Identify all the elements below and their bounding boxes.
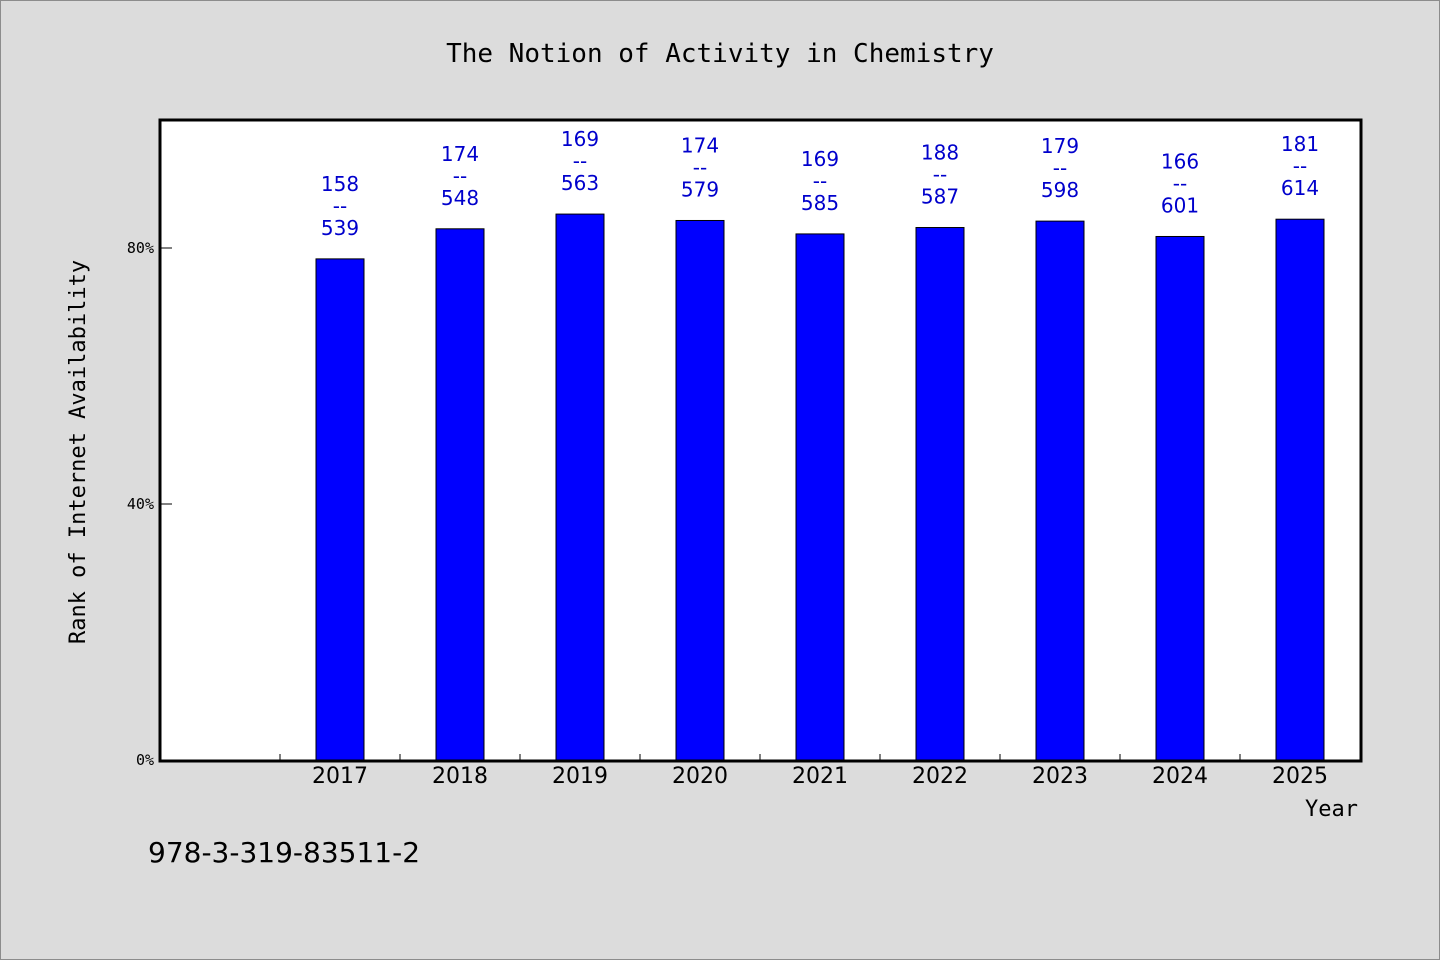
data-labels: 158--539174--548169--563174--579169--585… <box>321 127 1319 240</box>
y-axis-title: Rank of Internet Availability <box>66 260 91 644</box>
y-axis: 0% 40% 80% <box>127 239 172 769</box>
bar <box>555 213 605 761</box>
bar-data-label: 174 <box>441 142 479 166</box>
x-tick-label: 2023 <box>1032 764 1088 789</box>
bar <box>675 219 725 761</box>
bar-data-label: 181 <box>1281 132 1319 156</box>
bar-data-label: 563 <box>561 171 599 195</box>
bar-data-label: 169 <box>801 147 839 171</box>
bar <box>915 227 965 761</box>
x-tick-label: 2019 <box>552 764 608 789</box>
x-axis-title: Year <box>1305 797 1358 822</box>
bar-data-label: 158 <box>321 172 359 196</box>
bar-data-label: -- <box>693 155 707 179</box>
bar-data-label: -- <box>933 163 947 187</box>
chart-title: The Notion of Activity in Chemistry <box>446 39 994 69</box>
bar-data-label: 539 <box>321 216 359 240</box>
bar-data-label: 585 <box>801 191 839 215</box>
bar-data-label: -- <box>1293 154 1307 178</box>
bar-data-label: -- <box>453 164 467 188</box>
bar <box>795 233 845 761</box>
bar-data-label: 587 <box>921 185 959 209</box>
bar-data-label: -- <box>573 149 587 173</box>
bar-data-label: 179 <box>1041 134 1079 158</box>
bar-data-label: 166 <box>1161 149 1199 173</box>
bar-data-label: 614 <box>1281 176 1319 200</box>
bar <box>315 258 365 761</box>
x-axis: 2017 2018 2019 2020 2021 2022 2023 2024 2025 <box>279 754 1361 789</box>
bar-data-label: 601 <box>1161 193 1199 217</box>
footer-code: 978-3-319-83511-2 <box>148 836 420 869</box>
x-tick-label: 2018 <box>432 764 488 789</box>
bar <box>1155 235 1205 761</box>
y-tick-label: 40% <box>127 495 154 513</box>
y-tick-label: 0% <box>136 751 154 769</box>
x-tick-label: 2017 <box>312 764 368 789</box>
bar <box>435 228 485 761</box>
x-tick-label: 2025 <box>1272 764 1328 789</box>
bar-data-label: -- <box>813 169 827 193</box>
x-tick-label: 2022 <box>912 764 968 789</box>
bar-data-label: -- <box>1173 171 1187 195</box>
bar-data-label: 174 <box>681 133 719 157</box>
bar <box>1275 218 1325 761</box>
x-tick-label: 2024 <box>1152 764 1208 789</box>
y-tick-label: 80% <box>127 239 154 257</box>
bar-data-label: 598 <box>1041 178 1079 202</box>
bar-data-label: 188 <box>921 141 959 165</box>
bar-data-label: -- <box>333 194 347 218</box>
bar-data-label: 169 <box>561 127 599 151</box>
bars <box>315 213 1325 761</box>
bar <box>1035 220 1085 761</box>
x-tick-label: 2021 <box>792 764 848 789</box>
bar-data-label: 548 <box>441 186 479 210</box>
x-tick-label: 2020 <box>672 764 728 789</box>
bar-data-label: -- <box>1053 156 1067 180</box>
bar-data-label: 579 <box>681 177 719 201</box>
